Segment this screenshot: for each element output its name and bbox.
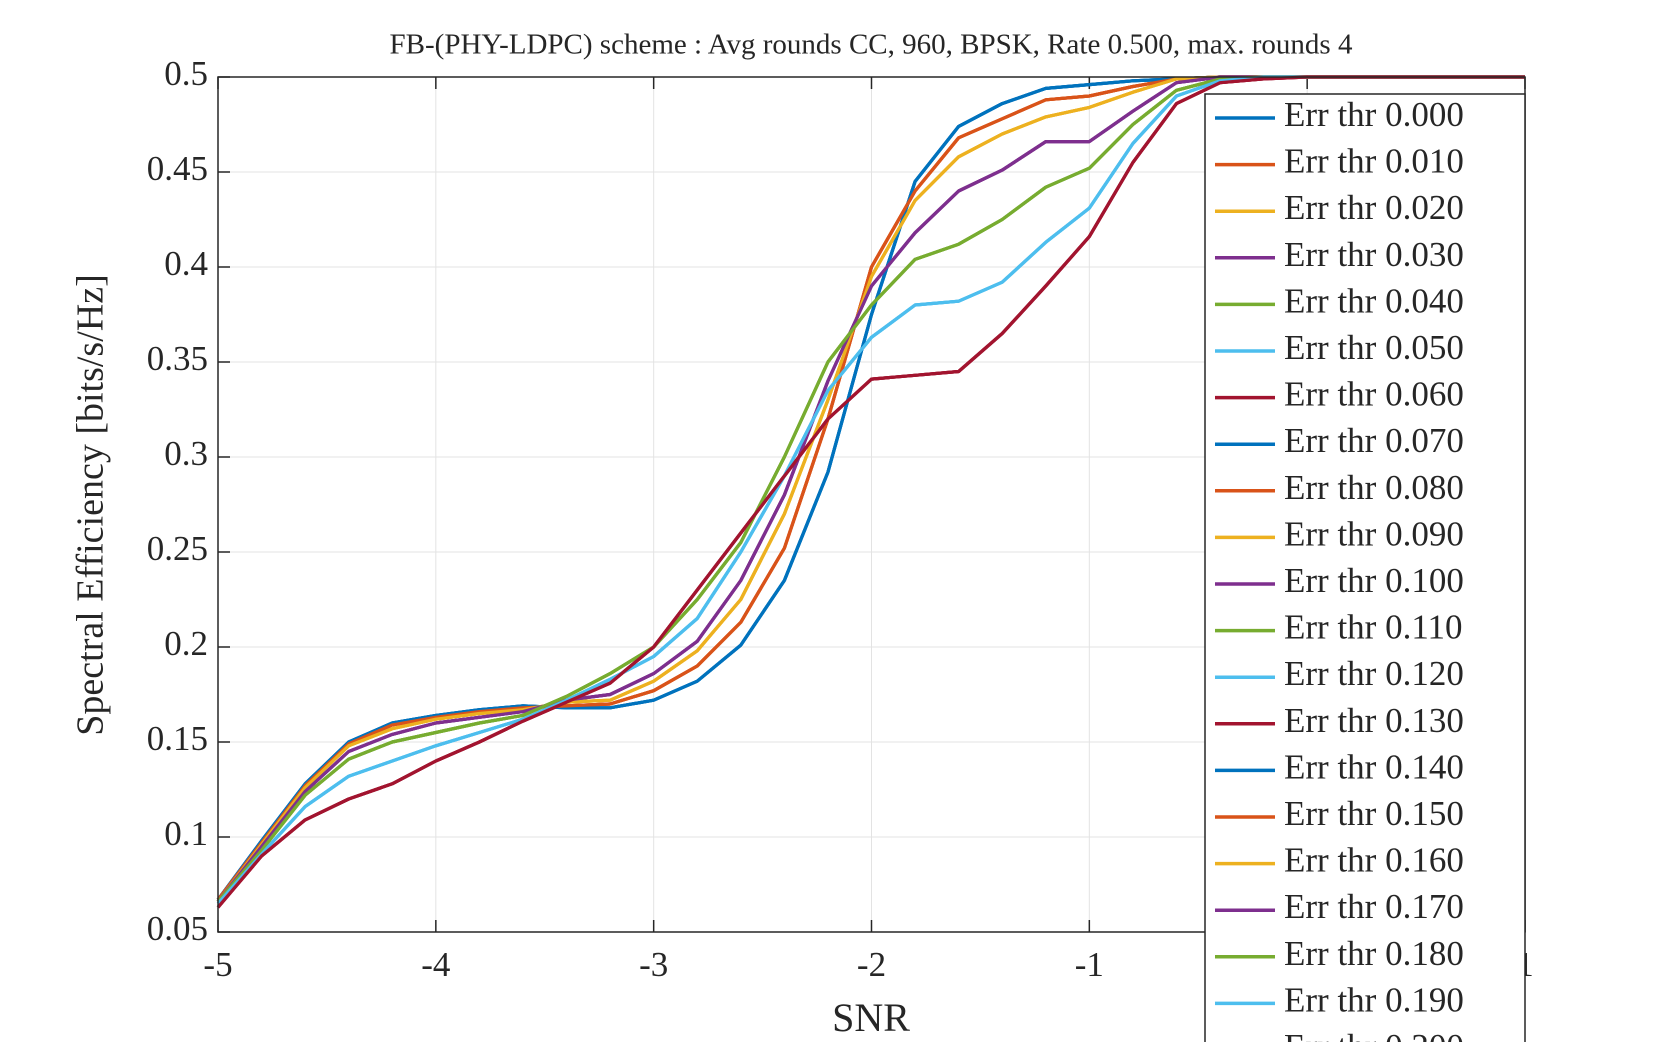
legend-label: Err thr 0.190 [1284,980,1464,1019]
legend-label: Err thr 0.180 [1284,934,1464,973]
x-tick-label: -5 [203,945,232,984]
legend-label: Err thr 0.080 [1284,468,1464,507]
legend-label: Err thr 0.140 [1284,747,1464,786]
y-tick-label: 0.2 [164,624,208,663]
legend-label: Err thr 0.170 [1284,887,1464,926]
y-tick-label: 0.35 [147,339,208,378]
legend-box [1204,93,1526,1042]
legend-label: Err thr 0.160 [1284,841,1464,880]
x-tick-label: -2 [857,945,886,984]
y-tick-label: 0.25 [147,529,208,568]
legend-label: Err thr 0.200 [1284,1027,1464,1042]
legend-label: Err thr 0.050 [1284,328,1464,367]
legend-label: Err thr 0.010 [1284,142,1464,181]
chart-title: FB-(PHY-LDPC) scheme : Avg rounds CC, 96… [390,29,1353,61]
legend-label: Err thr 0.110 [1284,608,1463,647]
legend-label: Err thr 0.070 [1284,421,1464,460]
x-tick-label: -3 [639,945,668,984]
legend-label: Err thr 0.150 [1284,794,1464,833]
y-tick-label: 0.05 [147,909,208,948]
legend-label: Err thr 0.100 [1284,561,1464,600]
legend-label: Err thr 0.000 [1284,95,1464,134]
x-tick-label: -1 [1075,945,1104,984]
y-axis-label: Spectral Efficiency [bits/s/Hz] [70,274,112,735]
x-tick-label: -4 [421,945,450,984]
legend-label: Err thr 0.030 [1284,235,1464,274]
legend-label: Err thr 0.040 [1284,281,1464,320]
y-tick-label: 0.3 [164,434,208,473]
legend-label: Err thr 0.020 [1284,188,1464,227]
legend-label: Err thr 0.130 [1284,701,1464,740]
legend-label: Err thr 0.090 [1284,514,1464,553]
legend-label: Err thr 0.120 [1284,654,1464,693]
y-tick-label: 0.5 [164,54,208,93]
y-tick-label: 0.15 [147,719,208,758]
y-tick-label: 0.45 [147,149,208,188]
x-axis-label: SNR [832,995,910,1040]
y-tick-label: 0.4 [164,244,208,283]
y-tick-label: 0.1 [164,814,208,853]
legend-label: Err thr 0.060 [1284,375,1464,414]
